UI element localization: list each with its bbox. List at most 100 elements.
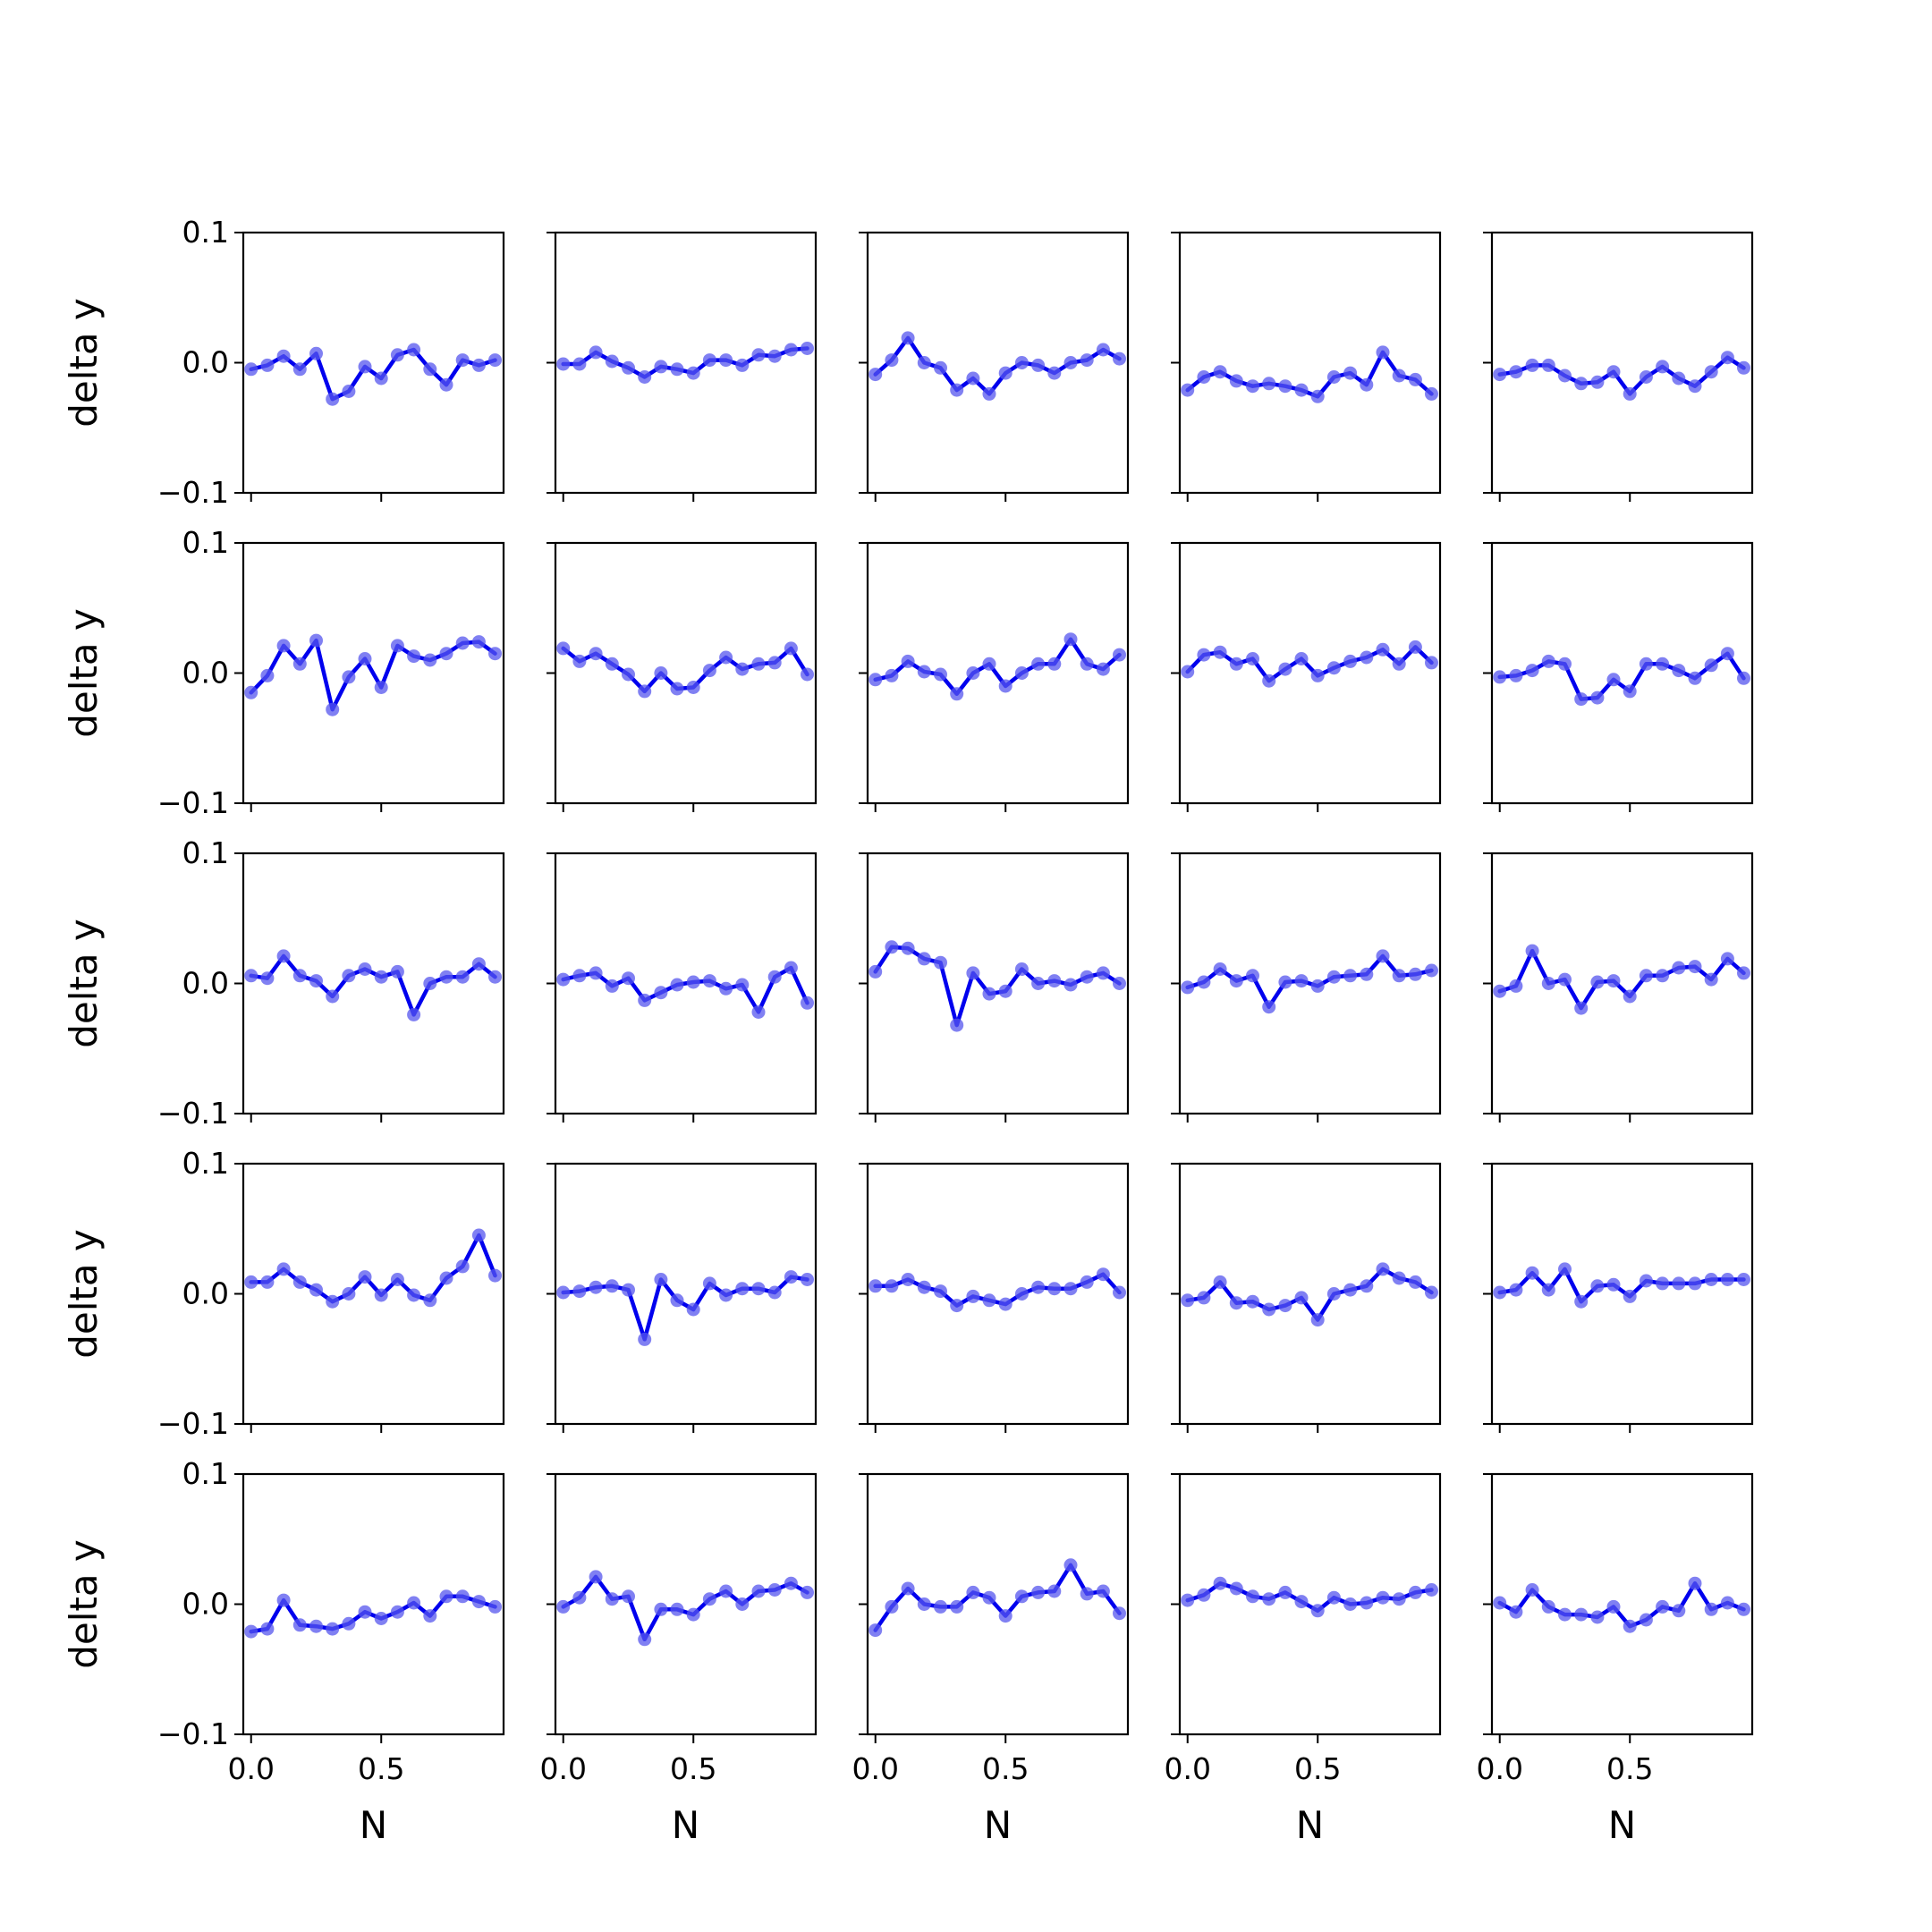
data-point xyxy=(885,668,899,682)
data-point xyxy=(1408,967,1422,981)
data-point xyxy=(1574,1607,1589,1622)
data-point xyxy=(784,1576,798,1590)
data-point xyxy=(1246,1589,1259,1604)
data-point xyxy=(1376,345,1390,360)
x-tick-label: 0.5 xyxy=(982,1751,1029,1786)
data-point xyxy=(950,1599,964,1614)
data-point xyxy=(292,657,307,671)
data-point xyxy=(374,1612,388,1625)
data-point xyxy=(784,343,798,357)
data-point xyxy=(1047,1584,1062,1598)
data-point xyxy=(1047,366,1062,380)
data-point xyxy=(1720,351,1734,365)
data-point xyxy=(1493,1596,1507,1610)
data-point xyxy=(1737,966,1750,980)
data-point xyxy=(1246,379,1259,394)
data-point xyxy=(556,357,571,371)
data-point xyxy=(1343,969,1358,983)
data-point xyxy=(1181,383,1195,397)
subplot-r4-c2: 0.0 0.5 N xyxy=(852,1472,1130,1847)
data-point xyxy=(292,969,307,983)
data-point xyxy=(471,358,486,372)
data-point xyxy=(1310,389,1325,403)
data-point xyxy=(966,1289,980,1303)
subplot-r0-c3 xyxy=(1171,231,1442,502)
subplot-r3-c3 xyxy=(1171,1162,1442,1433)
data-point xyxy=(1541,1599,1555,1614)
data-point xyxy=(885,940,899,954)
data-point xyxy=(1246,1294,1259,1309)
subplot-r1-c4 xyxy=(1483,541,1754,812)
data-point xyxy=(1113,1285,1126,1300)
data-point xyxy=(326,989,340,1004)
data-point xyxy=(719,981,733,996)
data-point xyxy=(1262,1592,1276,1606)
data-point xyxy=(1262,1000,1276,1014)
data-point xyxy=(1014,1589,1029,1604)
data-point xyxy=(1425,1285,1438,1300)
data-point xyxy=(556,1285,571,1300)
data-point xyxy=(1704,1602,1718,1616)
data-point xyxy=(1113,1606,1126,1621)
data-point xyxy=(1181,1593,1195,1607)
data-point xyxy=(488,1599,502,1614)
data-point xyxy=(1525,664,1539,678)
data-point xyxy=(1213,962,1227,976)
data-point xyxy=(1720,1273,1734,1286)
data-point xyxy=(556,1599,571,1614)
data-point xyxy=(1574,377,1589,391)
x-tick-label: 0.5 xyxy=(670,1751,716,1786)
data-point xyxy=(244,1624,258,1639)
data-point xyxy=(1294,1595,1309,1609)
data-point xyxy=(342,385,356,398)
data-point xyxy=(1197,1588,1211,1602)
y-tick-label: 0.0 xyxy=(182,345,229,380)
data-point xyxy=(1606,1599,1621,1614)
data-point xyxy=(1656,1599,1670,1614)
data-point xyxy=(1493,670,1507,684)
data-point xyxy=(1262,377,1276,391)
data-point xyxy=(1639,1613,1653,1627)
data-point xyxy=(1656,360,1670,374)
data-point xyxy=(390,964,404,979)
data-point xyxy=(1310,668,1325,682)
data-point xyxy=(1525,1266,1539,1280)
data-point xyxy=(1558,657,1572,671)
data-point xyxy=(1720,1596,1734,1610)
data-point xyxy=(358,962,372,976)
series-line xyxy=(873,637,1122,697)
data-point xyxy=(471,1595,486,1609)
series-line xyxy=(873,945,1122,1028)
subplot-r0-c4 xyxy=(1483,231,1754,502)
data-point xyxy=(358,1270,372,1284)
data-point xyxy=(1360,377,1374,392)
data-point xyxy=(488,1268,502,1283)
data-point xyxy=(1425,1583,1438,1597)
y-axis-label: delta y xyxy=(62,1539,106,1669)
subplot-r2-c2 xyxy=(859,852,1130,1123)
data-point xyxy=(244,1275,258,1289)
series-line xyxy=(1185,1580,1434,1614)
data-point xyxy=(1360,650,1374,665)
subplot-r4-c4: 0.0 0.5 N xyxy=(1476,1472,1754,1847)
data-point xyxy=(1063,1558,1078,1572)
data-point xyxy=(735,358,750,372)
data-point xyxy=(572,1590,587,1605)
data-point xyxy=(767,1583,782,1597)
data-point xyxy=(1656,657,1670,671)
data-point xyxy=(1014,666,1029,680)
data-point xyxy=(1229,1581,1243,1596)
data-point xyxy=(1688,379,1702,394)
subplot-r3-c4 xyxy=(1483,1162,1754,1433)
data-point xyxy=(1606,1277,1621,1292)
data-point xyxy=(982,657,996,671)
subplot-r1-c1 xyxy=(547,541,818,812)
data-point xyxy=(260,358,275,372)
data-point xyxy=(1672,371,1686,386)
y-tick-label: 0.1 xyxy=(182,835,229,870)
data-point xyxy=(1558,369,1572,383)
data-point xyxy=(423,653,437,667)
data-point xyxy=(276,949,291,963)
data-point xyxy=(1688,960,1702,974)
